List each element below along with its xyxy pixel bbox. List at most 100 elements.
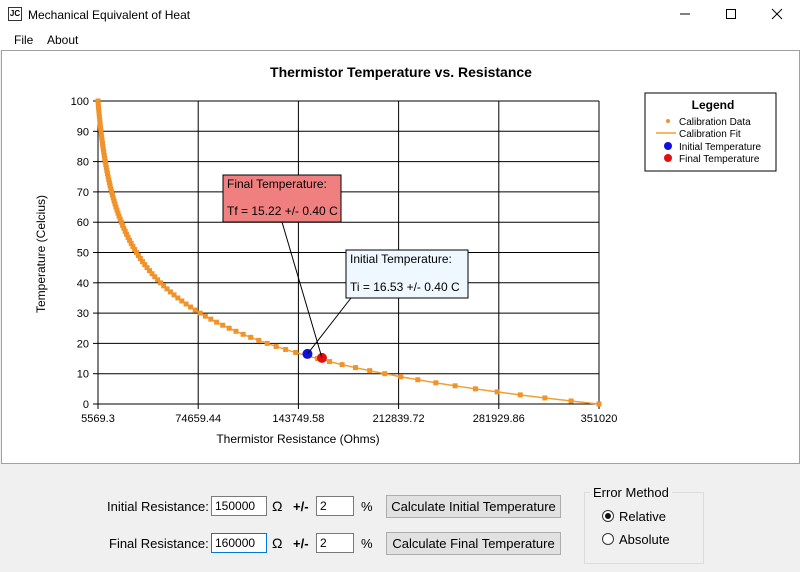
calibration-data-point [167,289,173,295]
calibration-data-point [130,243,136,249]
close-button[interactable] [754,0,800,30]
calibration-data-point [111,198,117,204]
y-tick-label: 50 [77,248,89,260]
close-icon [771,8,783,20]
calibration-data-point [158,280,164,286]
calibration-data-point [147,268,153,274]
calibration-data-point [117,216,123,222]
calibration-data-point [98,125,104,131]
calibration-data-point [326,359,332,365]
relative-radio-label[interactable]: Relative [619,509,666,524]
final-annotation-box [222,174,342,223]
calibration-data-point [135,253,141,259]
calibration-data-point [99,140,105,146]
calibration-data-point [122,228,128,234]
legend-title: Legend [692,98,735,112]
title-bar: JC Mechanical Equivalent of Heat [0,0,800,30]
calibration-data-point [125,234,131,240]
final-resistance-label: Final Resistance: [109,536,209,551]
initial-resistance-label: Initial Resistance: [107,499,209,514]
final-plusminus-label: +/- [293,536,309,551]
y-tick-label: 60 [77,217,89,229]
chart-svg: Thermistor Temperature vs. Resistance 55… [34,64,777,446]
calibration-data-point [108,186,114,192]
y-tick-label: 100 [71,96,89,108]
y-tick-label: 80 [77,157,89,169]
absolute-radio-label[interactable]: Absolute [619,532,670,547]
calibration-data-point [120,222,126,228]
maximize-button[interactable] [708,0,754,30]
initial-percent-sign: % [361,499,373,514]
calibration-data-point [171,292,177,298]
error-method-title: Error Method [590,485,672,500]
calibration-data-point [220,322,226,328]
y-tick-label: 40 [77,278,89,290]
menu-file[interactable]: File [14,33,34,47]
legend-calibration-data-marker [666,119,670,123]
calibration-data-point [98,131,104,137]
calibration-data-point [113,204,119,210]
chart-legend: Legend Calibration Data Calibration Fit … [644,92,777,172]
initial-percent-input[interactable] [316,496,354,516]
chart-area: Thermistor Temperature vs. Resistance 55… [1,50,800,464]
calibration-data-point [105,171,111,177]
final-ohm-symbol: Ω [272,535,283,551]
calibration-data-point [106,180,112,186]
calibration-data-point [226,325,232,331]
calibration-data-point [188,304,194,310]
calibration-data-point [133,250,139,255]
initial-resistance-input[interactable] [211,496,267,516]
calibration-data-point [103,165,109,171]
calibration-data-point [256,337,262,343]
calibration-data-point [452,383,458,389]
calibration-data-point [96,107,102,113]
final-percent-sign: % [361,536,373,551]
calibration-data-point [152,274,158,280]
initial-annotation-box [345,249,469,299]
calibration-data-point [155,277,161,283]
x-tick-label: 5569.3 [81,413,115,425]
calibration-data-point [233,328,239,334]
y-tick-label: 0 [83,399,89,411]
calibration-data-point [433,380,439,386]
initial-annotation: Initial Temperature: Ti = 16.53 +/- 0.40… [345,249,469,299]
calculate-initial-temperature-button[interactable]: Calculate Initial Temperature [386,495,561,518]
calibration-data-point [175,295,181,301]
maximize-icon [726,9,736,19]
temperature-markers [302,348,327,363]
menu-about[interactable]: About [47,33,79,47]
calibration-data-point [95,98,101,104]
calibration-data-point [109,192,115,198]
calibration-data-point [542,395,548,401]
calibration-data-point [100,143,106,149]
control-panel: Initial Resistance: Ω +/- % Calculate In… [0,464,800,572]
calibration-data-point [110,195,116,201]
calibration-data-point [124,231,130,237]
final-resistance-input[interactable] [211,533,267,553]
legend-calibration-data: Calibration Data [679,117,751,128]
calibration-data-point [101,153,107,159]
y-axis-label: Temperature (Celcius) [34,195,48,313]
calibration-data-point [142,262,148,268]
calibration-data-point [264,340,270,346]
x-tick-label: 74659.44 [175,413,221,425]
x-tick-label: 212839.72 [373,413,425,425]
calibration-data-point [197,310,203,316]
calibration-data-point [101,150,107,156]
calibration-data-point [121,225,127,231]
calibration-data-point [568,398,574,404]
y-tick-label: 20 [77,338,89,350]
calibration-data-point [398,374,404,380]
legend-calibration-fit: Calibration Fit [679,129,741,140]
window-title: Mechanical Equivalent of Heat [28,8,191,22]
minimize-icon [680,13,690,15]
absolute-radio[interactable] [602,533,614,545]
calculate-final-temperature-button[interactable]: Calculate Final Temperature [386,532,561,555]
calibration-data-point [107,183,113,189]
relative-radio[interactable] [602,510,614,522]
calibration-data-point [114,207,120,213]
minimize-button[interactable] [662,0,708,30]
final-percent-input[interactable] [316,533,354,553]
calibration-data-point [99,137,105,143]
calibration-data-point [472,386,478,392]
